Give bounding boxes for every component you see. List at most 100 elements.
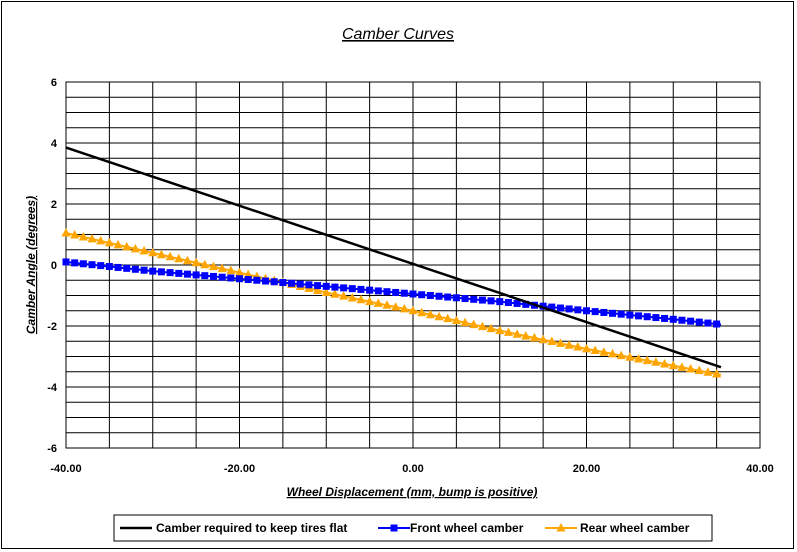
series-marker <box>87 233 97 243</box>
series-marker <box>218 273 226 281</box>
series-marker <box>156 249 166 259</box>
series-marker <box>122 241 132 251</box>
series-marker <box>583 307 590 315</box>
series-marker <box>616 350 626 360</box>
y-axis-title: Camber Angle (degrees) <box>24 196 38 334</box>
series-marker <box>469 319 479 329</box>
series-marker <box>140 266 148 274</box>
x-tick-label: -20.00 <box>224 463 255 475</box>
y-tick-label: -2 <box>47 321 57 333</box>
series-marker <box>451 315 461 325</box>
series-marker <box>382 300 392 309</box>
series-marker <box>408 305 418 315</box>
series-marker <box>635 312 643 320</box>
series-marker <box>96 235 106 245</box>
series-marker <box>130 243 140 253</box>
series-marker <box>201 272 209 280</box>
y-tick-label: 2 <box>51 199 57 211</box>
series-marker <box>235 267 244 277</box>
series-marker <box>79 260 87 268</box>
series-marker <box>460 317 470 327</box>
chart-title: Camber Curves <box>342 26 454 43</box>
y-tick-label: 6 <box>51 77 57 89</box>
series-marker <box>513 299 521 307</box>
series-marker <box>392 288 400 296</box>
series-marker <box>157 268 165 276</box>
series-marker <box>555 338 565 347</box>
series-marker <box>521 331 531 340</box>
series-marker <box>339 291 349 300</box>
series-marker <box>538 334 548 344</box>
series-marker <box>512 329 522 338</box>
series-marker <box>123 264 131 272</box>
series-marker <box>556 304 564 312</box>
series-marker <box>609 309 617 317</box>
series-marker <box>61 227 71 237</box>
legend-box <box>113 514 713 542</box>
series-marker <box>712 368 722 378</box>
series-marker <box>262 277 270 285</box>
series-marker <box>694 365 704 375</box>
x-axis-title: Wheel Displacement (mm, bump is positive… <box>287 485 538 499</box>
series-marker <box>182 255 192 265</box>
series-marker <box>626 311 634 319</box>
series-marker <box>686 363 696 373</box>
series-marker <box>400 289 408 297</box>
series-marker <box>574 306 582 314</box>
series-1 <box>65 146 722 369</box>
series-marker <box>703 367 713 376</box>
series-marker <box>373 298 383 307</box>
series-marker <box>131 265 139 273</box>
series-marker <box>357 285 365 293</box>
series-marker <box>330 289 340 298</box>
series-marker <box>365 296 375 306</box>
series-marker <box>425 309 435 319</box>
legend-label: Front wheel camber <box>410 521 524 535</box>
series-marker <box>305 281 313 289</box>
series-marker <box>434 311 444 321</box>
series-marker <box>677 362 687 371</box>
y-tick-label: -6 <box>47 443 57 455</box>
x-tick-label: -40.00 <box>50 463 81 475</box>
series-marker <box>348 285 356 293</box>
series-marker <box>669 315 677 323</box>
series-marker <box>104 237 114 247</box>
series-marker <box>590 345 600 355</box>
legend-item-2: Front wheel camber <box>378 521 524 535</box>
series-marker <box>548 303 556 311</box>
legend-label: Camber required to keep tires flat <box>156 521 347 535</box>
series-marker <box>347 292 357 302</box>
series-marker <box>174 253 184 263</box>
series-marker <box>678 316 686 324</box>
series-marker <box>71 259 79 267</box>
x-tick-label: 20.00 <box>573 463 601 475</box>
series-marker <box>426 292 434 299</box>
series-marker <box>139 245 149 255</box>
series-marker <box>391 302 401 311</box>
series-marker <box>62 258 70 266</box>
series-marker <box>165 251 175 261</box>
series-marker <box>88 261 96 269</box>
series-marker <box>478 296 486 304</box>
series-marker <box>529 332 539 342</box>
series-marker <box>209 272 217 280</box>
x-tick-label: 0.00 <box>402 463 423 475</box>
series-marker <box>461 295 469 303</box>
series-marker <box>668 360 678 370</box>
series-marker <box>477 321 487 331</box>
series-marker <box>452 294 460 302</box>
series-marker <box>503 327 513 336</box>
series-marker <box>279 279 287 287</box>
series-marker <box>486 323 496 333</box>
series-marker <box>564 340 574 349</box>
series-marker <box>661 314 669 322</box>
series-marker <box>600 308 608 316</box>
series-marker <box>418 291 426 299</box>
series-marker <box>608 348 618 358</box>
series-marker <box>417 307 427 317</box>
series-marker <box>200 259 210 269</box>
series-marker <box>243 269 253 279</box>
series-marker <box>183 270 191 278</box>
series-marker <box>175 269 183 277</box>
